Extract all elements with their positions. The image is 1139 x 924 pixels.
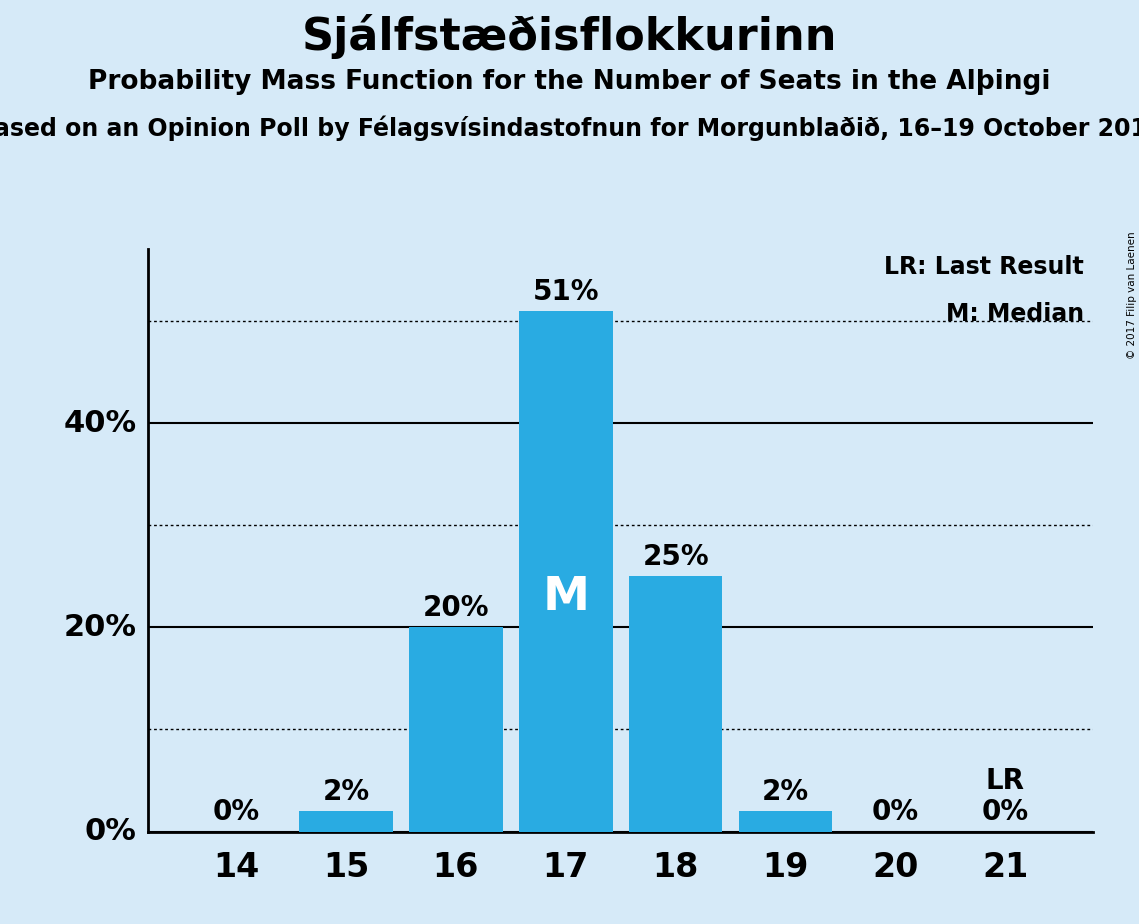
Text: 2%: 2% [322,778,369,806]
Text: © 2017 Filip van Laenen: © 2017 Filip van Laenen [1126,231,1137,359]
Text: Probability Mass Function for the Number of Seats in the Alþingi: Probability Mass Function for the Number… [88,69,1051,95]
Bar [739,811,833,832]
Bar [300,811,393,832]
Bar [519,310,613,832]
Bar [409,627,502,832]
Text: 25%: 25% [642,543,710,571]
Text: M: M [542,575,589,620]
Text: M: Median: M: Median [945,302,1084,326]
Text: 20%: 20% [64,613,137,642]
Text: 0%: 0% [213,798,260,826]
Text: 40%: 40% [64,408,137,438]
Text: 2%: 2% [762,778,809,806]
Text: Based on an Opinion Poll by Félagsvísindastofnun for Morgunblaðið, 16–19 October: Based on an Opinion Poll by Félagsvísind… [0,116,1139,141]
Text: Sjálfstæðisflokkurinn: Sjálfstæðisflokkurinn [302,14,837,59]
Text: 20%: 20% [423,594,489,622]
Text: LR
0%: LR 0% [982,767,1029,826]
Text: 0%: 0% [872,798,919,826]
Text: LR: Last Result: LR: Last Result [884,255,1084,279]
Text: 51%: 51% [533,277,599,306]
Text: 0%: 0% [84,817,137,846]
Bar [629,577,722,832]
